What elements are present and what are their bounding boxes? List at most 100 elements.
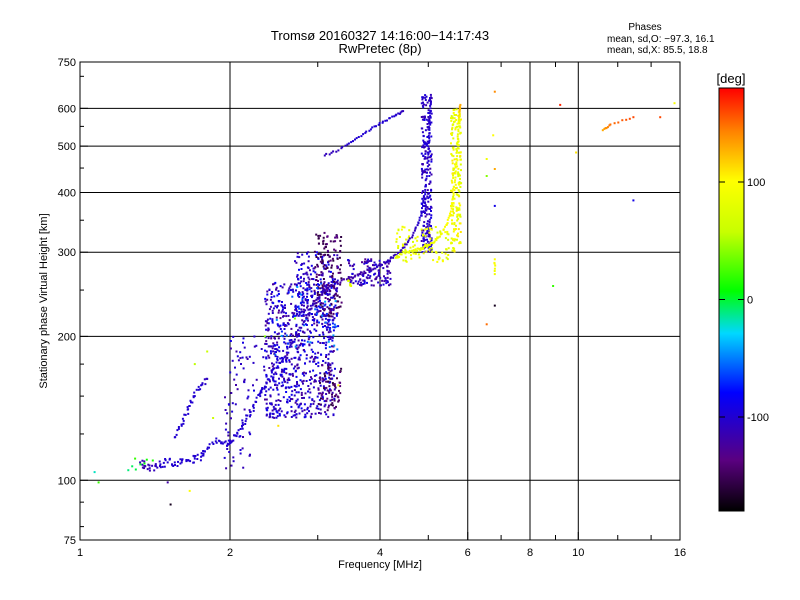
echo-point xyxy=(301,344,304,347)
echo-point xyxy=(324,347,327,350)
echo-point xyxy=(302,280,305,283)
echo-point xyxy=(299,344,302,347)
echo-point xyxy=(421,231,424,234)
echo-point xyxy=(450,119,453,122)
echo-point xyxy=(194,455,197,457)
echo-point xyxy=(452,155,455,158)
echo-point xyxy=(292,315,294,318)
echo-point xyxy=(348,262,350,265)
echo-point xyxy=(424,232,427,235)
echo-point xyxy=(302,308,305,311)
echo-point xyxy=(420,116,423,118)
echo-point xyxy=(331,362,334,365)
echo-point xyxy=(275,361,278,364)
echo-point xyxy=(632,116,635,119)
echo-point xyxy=(177,427,180,430)
echo-point xyxy=(425,209,428,212)
echo-point xyxy=(329,389,332,392)
echo-point xyxy=(430,189,433,192)
echo-point xyxy=(426,245,429,248)
echo-point xyxy=(290,302,293,305)
echo-point xyxy=(306,252,308,255)
echo-point xyxy=(420,102,423,105)
echo-point xyxy=(181,417,184,420)
echo-point xyxy=(212,443,215,445)
echo-point xyxy=(333,297,336,300)
echo-point xyxy=(401,246,404,249)
echo-point xyxy=(269,402,271,405)
echo-point xyxy=(423,146,425,149)
echo-point xyxy=(290,410,293,413)
echo-point xyxy=(139,461,142,464)
echo-point xyxy=(320,293,323,296)
echo-point xyxy=(408,235,410,238)
echo-point xyxy=(327,286,329,289)
echo-point xyxy=(426,171,428,174)
echo-point xyxy=(426,220,429,223)
echo-point xyxy=(269,386,272,389)
echo-point xyxy=(301,343,304,346)
echo-point xyxy=(296,313,298,315)
echo-point xyxy=(158,460,161,463)
echo-point xyxy=(332,272,334,275)
echo-point xyxy=(349,281,352,284)
echo-point xyxy=(301,339,303,342)
phases-x-mode: mean, sd,X: 85.5, 18.8 xyxy=(607,45,708,56)
echo-point xyxy=(421,118,424,121)
echo-point xyxy=(366,268,369,271)
echo-point xyxy=(362,275,365,277)
echo-point xyxy=(331,402,334,405)
echo-point xyxy=(456,159,459,162)
echo-point xyxy=(405,260,408,263)
echo-point xyxy=(239,428,242,430)
echo-point xyxy=(606,126,609,129)
echo-point xyxy=(453,189,456,192)
echo-point xyxy=(339,305,342,308)
echo-point xyxy=(321,397,324,400)
echo-point xyxy=(426,232,429,235)
echo-point xyxy=(281,310,284,313)
echo-point xyxy=(334,281,337,284)
echo-point xyxy=(272,412,275,415)
echo-point xyxy=(328,285,331,288)
echo-point xyxy=(459,103,462,106)
echo-point xyxy=(332,150,335,153)
echo-point xyxy=(459,154,462,157)
echo-point xyxy=(319,306,322,309)
echo-point xyxy=(454,238,456,241)
echo-point xyxy=(266,318,269,321)
echo-point xyxy=(264,342,267,345)
echo-point xyxy=(356,282,359,285)
echo-point xyxy=(276,349,279,352)
echo-point xyxy=(421,127,424,130)
echo-point xyxy=(281,370,284,373)
echo-point xyxy=(305,316,308,319)
echo-point xyxy=(164,459,167,462)
echo-point xyxy=(457,189,460,191)
echo-point xyxy=(323,337,326,340)
echo-point xyxy=(313,283,315,286)
echo-point xyxy=(239,357,242,360)
echo-point xyxy=(458,214,461,217)
echo-point xyxy=(324,267,327,270)
echo-point xyxy=(336,348,339,351)
echo-point xyxy=(179,462,182,465)
echo-point xyxy=(282,306,284,309)
echo-point xyxy=(414,227,417,230)
echo-point xyxy=(264,320,267,323)
echo-point xyxy=(235,384,237,386)
echo-point xyxy=(459,151,462,154)
echo-point xyxy=(309,331,312,334)
x-tick-label: 10 xyxy=(572,547,584,559)
y-tick-label: 750 xyxy=(58,57,76,69)
echo-point xyxy=(285,372,288,375)
echo-point xyxy=(224,396,226,399)
echo-point xyxy=(332,374,335,377)
echo-point xyxy=(321,272,324,275)
echo-point xyxy=(452,238,455,241)
echo-point xyxy=(382,283,385,286)
echo-point xyxy=(428,221,431,223)
echo-point xyxy=(265,414,268,417)
echo-point xyxy=(274,403,277,406)
echo-point xyxy=(457,151,460,154)
